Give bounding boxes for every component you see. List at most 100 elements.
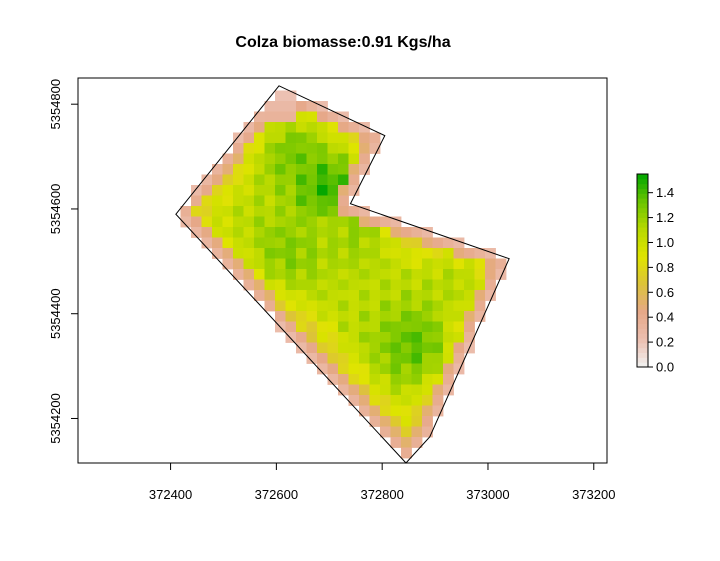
raster-cell [380,237,391,249]
raster-cell [233,195,244,207]
raster-cell [327,290,339,301]
raster-cell [401,269,412,280]
raster-cell [327,258,339,270]
raster-cell [432,332,444,343]
raster-cell [411,416,423,427]
raster-cell [380,311,391,322]
raster-cell [359,269,370,280]
raster-cell [254,132,265,144]
raster-cell [422,269,433,280]
raster-cell [380,269,391,280]
raster-cell [443,353,454,364]
raster-cell [432,321,444,333]
raster-cell [411,311,423,322]
legend-swatch [637,323,648,329]
raster-cell [201,227,213,238]
raster-cell [401,426,412,438]
raster-cell [306,216,318,228]
raster-cell [233,269,244,280]
legend-swatch [637,256,648,262]
raster-cell [380,227,391,238]
raster-cell [411,258,423,270]
raster-cell [254,216,265,228]
raster-cell [191,185,202,196]
raster-cell [327,311,339,322]
raster-cell [264,237,276,249]
raster-cell [317,164,328,175]
raster-cell [401,279,412,291]
raster-cell [422,416,433,427]
raster-cell [306,290,318,301]
raster-cell [453,269,465,280]
raster-cell [411,353,423,364]
raster-cell [275,206,286,217]
raster-cell [285,132,297,144]
raster-cell [401,311,412,322]
raster-cell [348,227,360,238]
raster-cell [380,258,391,270]
raster-cell [254,227,265,238]
raster-cell [327,332,339,343]
legend-swatch [637,227,648,233]
raster-cell [201,174,213,186]
raster-cell [338,237,349,249]
raster-cell [285,122,297,133]
raster-cell [317,195,328,207]
y-tick-label: 5354600 [48,184,63,235]
raster-cell [464,290,475,301]
raster-cell [264,206,276,217]
raster-cell [443,290,454,301]
raster-cell [275,237,286,249]
legend-swatch [637,328,648,334]
raster-cell [296,342,307,354]
raster-cell [443,321,454,333]
raster-cell [275,279,286,291]
legend-tick-label: 0.8 [656,260,674,275]
raster-cell [348,353,360,364]
legend-swatch [637,193,648,199]
raster-cell [348,300,360,312]
raster-cell [422,311,433,322]
field-boundary [175,85,510,464]
raster-cell [327,321,339,333]
raster-cell [474,248,486,259]
raster-cell [390,227,402,238]
legend-swatch [637,183,648,189]
legend-swatch [637,217,648,223]
raster-cell [338,174,349,186]
raster-cell [201,195,213,207]
raster-cell [369,132,381,144]
raster-cell [359,206,370,217]
raster-cell [432,374,444,385]
raster-cell [317,248,328,259]
raster-cell [243,164,255,175]
raster-cell [306,311,318,322]
raster-cell [296,300,307,312]
raster-cell [359,342,370,354]
raster-cell [464,258,475,270]
raster-cell [369,216,381,228]
raster-cell [275,248,286,259]
legend-swatch [637,260,648,267]
raster-cell [453,363,465,375]
raster-cell [390,248,402,259]
legend-swatch [637,231,648,238]
raster-cell [327,374,339,385]
raster-cell [296,248,307,259]
raster-cell [369,248,381,259]
raster-cell [327,132,339,144]
raster-cell [254,143,265,154]
raster-cell [222,216,234,228]
raster-cell [338,269,349,280]
raster-cell [285,153,297,165]
raster-cell [338,185,349,196]
raster-cell [348,332,360,343]
raster-cell [296,101,307,112]
raster-cell [380,332,391,343]
raster-cell [254,174,265,186]
raster-cell [348,248,360,259]
raster-cell [222,153,234,165]
raster-cell [390,363,402,375]
raster-cell [348,374,360,385]
raster-cell [275,258,286,270]
